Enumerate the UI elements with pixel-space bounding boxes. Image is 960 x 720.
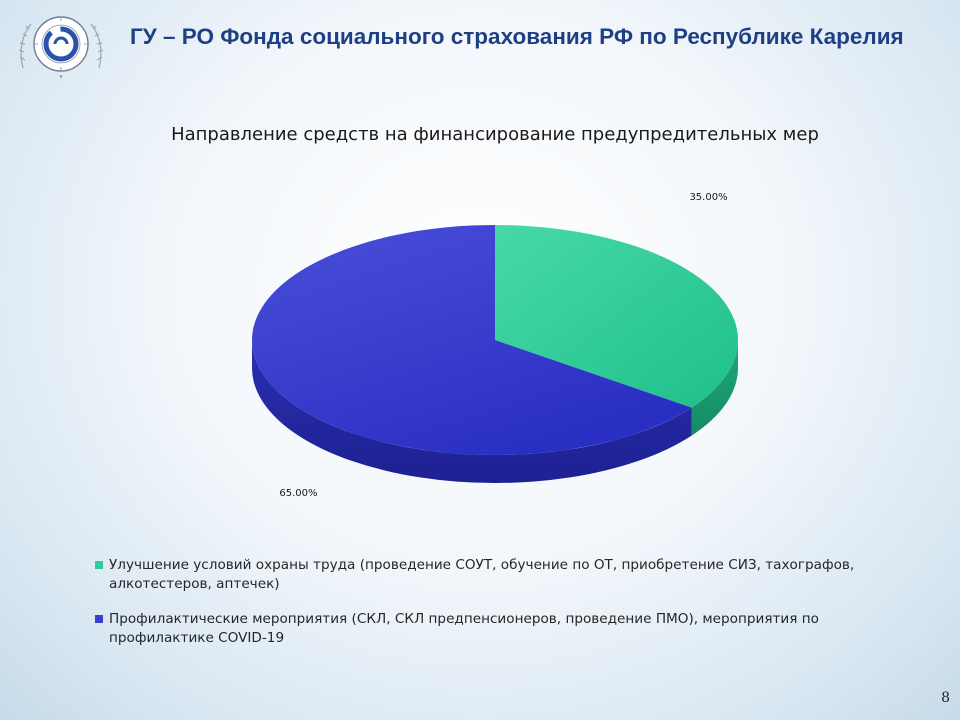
data-label-1: 65.00% <box>279 488 317 499</box>
legend-label-labor-safety: Улучшение условий охраны труда (проведен… <box>109 557 855 592</box>
page-number: 8 <box>941 690 950 706</box>
legend-item-labor-safety: Улучшение условий охраны труда (проведен… <box>95 556 905 594</box>
legend-swatch-blue <box>95 615 103 623</box>
legend-swatch-teal <box>95 561 103 569</box>
data-label-0: 35.00% <box>689 192 727 203</box>
svg-text:★: ★ <box>59 74 64 80</box>
pie-slice-labor-safety <box>495 225 738 408</box>
pie-slice-prevention <box>251 225 692 455</box>
fss-emblem-logo-icon: ★ <box>18 16 104 80</box>
pie-slice-prevention-side <box>252 340 692 483</box>
chart-title: Направление средств на финансирование пр… <box>171 124 819 145</box>
legend-label-prevention: Профилактические мероприятия (СКЛ, СКЛ п… <box>109 611 819 646</box>
chart-legend: Улучшение условий охраны труда (проведен… <box>95 556 905 648</box>
logo: ★ <box>15 8 107 82</box>
legend-item-prevention: Профилактические мероприятия (СКЛ, СКЛ п… <box>95 610 905 648</box>
pie-slice-labor-safety-side <box>691 340 738 436</box>
header-title: ГУ – РО Фонда социального страхования РФ… <box>130 24 904 49</box>
